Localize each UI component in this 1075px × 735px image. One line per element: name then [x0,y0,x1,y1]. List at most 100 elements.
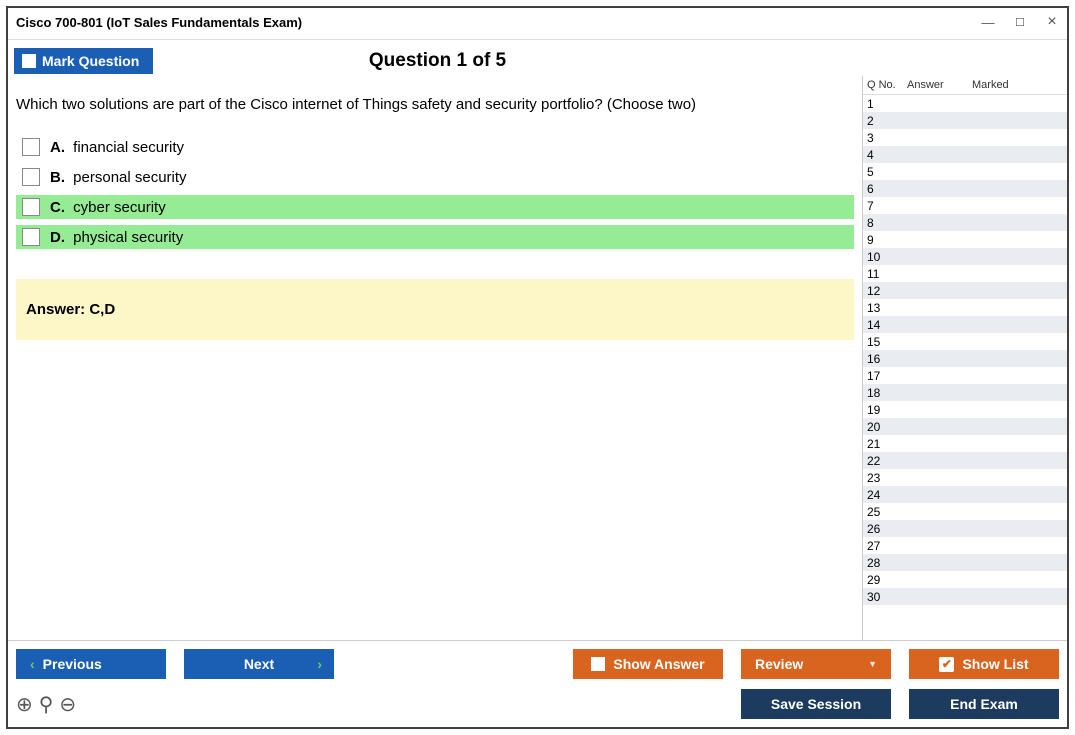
qno-cell: 26 [867,522,907,536]
question-list-row[interactable]: 11 [863,265,1067,282]
body: Which two solutions are part of the Cisc… [8,76,1067,640]
question-list-row[interactable]: 15 [863,333,1067,350]
question-list-row[interactable]: 13 [863,299,1067,316]
question-list-row[interactable]: 22 [863,452,1067,469]
zoom-out-icon[interactable]: ⊖ [59,692,76,717]
option-text: A. financial security [50,139,184,156]
question-list-row[interactable]: 21 [863,435,1067,452]
show-list-button[interactable]: ✔ Show List [909,649,1059,679]
review-label: Review [755,656,803,672]
end-exam-button[interactable]: End Exam [909,689,1059,719]
question-list-row[interactable]: 10 [863,248,1067,265]
minimize-icon[interactable]: — [981,15,995,30]
question-list-row[interactable]: 12 [863,282,1067,299]
question-list-row[interactable]: 17 [863,367,1067,384]
question-list-panel: Q No. Answer Marked 12345678910111213141… [862,76,1067,640]
save-session-button[interactable]: Save Session [741,689,891,719]
qno-cell: 12 [867,284,907,298]
option-row[interactable]: A. financial security [16,135,854,159]
previous-label: Previous [43,656,102,672]
question-list-header: Q No. Answer Marked [863,76,1067,94]
previous-button[interactable]: ‹ Previous [16,649,166,679]
footer-row-2: ⊕ ⚲ ⊖ Save Session End Exam [16,689,1059,719]
header-answer: Answer [907,79,972,91]
question-list-row[interactable]: 26 [863,520,1067,537]
show-answer-button[interactable]: Show Answer [573,649,723,679]
chevron-down-icon: ▼ [868,659,877,669]
show-list-label: Show List [962,656,1028,672]
option-row[interactable]: D. physical security [16,225,854,249]
qno-cell: 9 [867,233,907,247]
option-text: C. cyber security [50,199,166,216]
qno-cell: 21 [867,437,907,451]
zoom-reset-icon[interactable]: ⚲ [39,692,54,717]
question-list-row[interactable]: 2 [863,112,1067,129]
save-session-label: Save Session [771,696,861,712]
question-list-row[interactable]: 4 [863,146,1067,163]
question-list-row[interactable]: 1 [863,95,1067,112]
option-checkbox[interactable] [22,138,40,156]
question-list-row[interactable]: 6 [863,180,1067,197]
question-list-row[interactable]: 29 [863,571,1067,588]
qno-cell: 15 [867,335,907,349]
chevron-right-icon: › [317,656,322,672]
option-row[interactable]: C. cyber security [16,195,854,219]
chevron-left-icon: ‹ [30,656,35,672]
qno-cell: 23 [867,471,907,485]
question-list-row[interactable]: 7 [863,197,1067,214]
question-text: Which two solutions are part of the Cisc… [16,96,854,113]
qno-cell: 14 [867,318,907,332]
question-list-row[interactable]: 23 [863,469,1067,486]
qno-cell: 29 [867,573,907,587]
question-list-row[interactable]: 3 [863,129,1067,146]
review-button[interactable]: Review ▼ [741,649,891,679]
question-list-row[interactable]: 8 [863,214,1067,231]
question-list-row[interactable]: 20 [863,418,1067,435]
footer: ‹ Previous Next › Show Answer Review ▼ ✔… [8,640,1067,727]
mark-question-button[interactable]: Mark Question [14,48,153,74]
mark-question-label: Mark Question [42,53,139,69]
maximize-icon[interactable]: ☐ [1013,16,1027,29]
qno-cell: 11 [867,267,907,281]
option-row[interactable]: B. personal security [16,165,854,189]
qno-cell: 6 [867,182,907,196]
qno-cell: 18 [867,386,907,400]
qno-cell: 2 [867,114,907,128]
qno-cell: 4 [867,148,907,162]
option-checkbox[interactable] [22,198,40,216]
option-checkbox[interactable] [22,168,40,186]
qno-cell: 30 [867,590,907,604]
qno-cell: 5 [867,165,907,179]
question-list-row[interactable]: 25 [863,503,1067,520]
option-checkbox[interactable] [22,228,40,246]
zoom-in-icon[interactable]: ⊕ [16,692,33,717]
question-list-row[interactable]: 16 [863,350,1067,367]
window-controls: — ☐ × [981,13,1059,31]
header-qno: Q No. [867,79,907,91]
question-list-row[interactable]: 24 [863,486,1067,503]
checkbox-icon [591,657,605,671]
qno-cell: 22 [867,454,907,468]
qno-cell: 1 [867,97,907,111]
question-list-row[interactable]: 19 [863,401,1067,418]
close-icon[interactable]: × [1045,13,1059,31]
next-label: Next [244,656,274,672]
question-list-row[interactable]: 14 [863,316,1067,333]
qno-cell: 13 [867,301,907,315]
check-icon: ✔ [939,657,954,672]
question-list-row[interactable]: 18 [863,384,1067,401]
qno-cell: 28 [867,556,907,570]
next-button[interactable]: Next › [184,649,334,679]
qno-cell: 27 [867,539,907,553]
question-list-row[interactable]: 28 [863,554,1067,571]
qno-cell: 17 [867,369,907,383]
answer-box: Answer: C,D [16,279,854,340]
option-text: B. personal security [50,169,187,186]
qno-cell: 20 [867,420,907,434]
question-list-row[interactable]: 27 [863,537,1067,554]
question-list-row[interactable]: 9 [863,231,1067,248]
question-list-row[interactable]: 5 [863,163,1067,180]
qno-cell: 16 [867,352,907,366]
question-list[interactable]: 1234567891011121314151617181920212223242… [863,94,1067,640]
question-list-row[interactable]: 30 [863,588,1067,605]
